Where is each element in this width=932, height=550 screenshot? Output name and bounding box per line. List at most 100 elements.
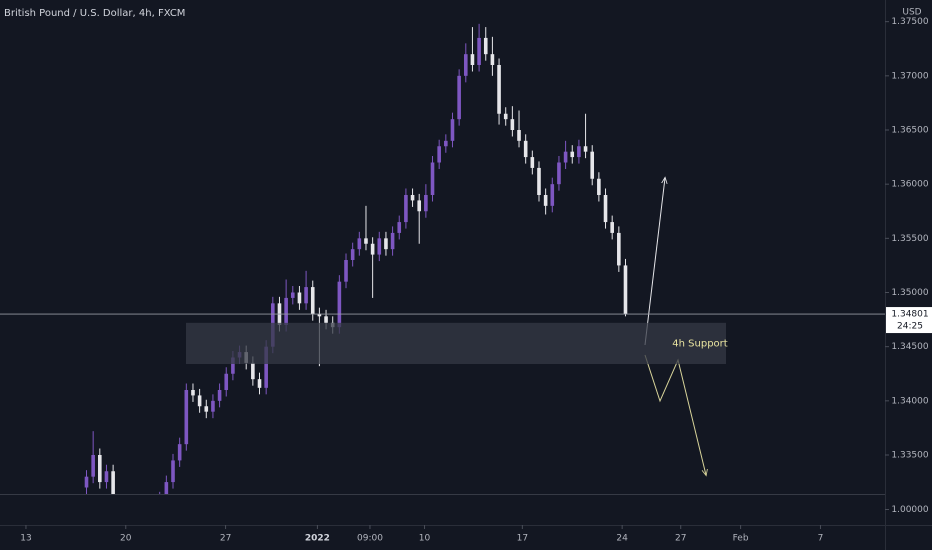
- candle-body: [577, 146, 581, 158]
- candle-body: [457, 75, 461, 120]
- x-tick-label: 27: [220, 534, 231, 544]
- candle-body: [550, 184, 555, 206]
- candle-body: [191, 390, 195, 396]
- candle-body: [470, 54, 475, 65]
- plot-area: [84, 23, 628, 494]
- candle-body: [523, 140, 528, 158]
- candle-body: [297, 292, 302, 304]
- candle-body: [111, 471, 115, 494]
- candle-body: [537, 167, 541, 195]
- x-tick-label: 09:00: [357, 534, 383, 544]
- candle-body: [570, 151, 575, 158]
- candle-body: [410, 195, 415, 201]
- candle-body: [377, 238, 382, 255]
- candle-body: [490, 54, 495, 65]
- candle-body: [430, 162, 435, 195]
- candle-body: [583, 146, 588, 152]
- candle-body: [251, 362, 255, 380]
- projection-arrow-up: [644, 178, 665, 346]
- candle-body: [450, 119, 455, 141]
- support-zone: [186, 322, 726, 364]
- candle-body: [603, 195, 608, 223]
- candle-body: [497, 65, 501, 114]
- candle-body: [623, 265, 628, 315]
- candle-body: [350, 249, 355, 260]
- candle-body: [590, 151, 595, 179]
- candle-body: [337, 281, 342, 328]
- candle-body: [177, 444, 182, 461]
- candle-body: [404, 195, 408, 223]
- x-tick-label: 20: [120, 534, 132, 544]
- candle-body: [424, 195, 428, 212]
- candle-body: [437, 146, 441, 163]
- candle-body: [444, 140, 448, 147]
- candle-body: [397, 222, 402, 233]
- x-tick-label: 7: [818, 534, 824, 544]
- candle-body: [517, 130, 521, 141]
- candle-body: [483, 37, 488, 55]
- candle-body: [543, 195, 548, 206]
- candle-body: [184, 390, 189, 445]
- chart-title: British Pound / U.S. Dollar, 4h, FXCM: [4, 8, 185, 19]
- candle-body: [503, 113, 508, 120]
- candle-body: [211, 400, 215, 412]
- candle-body: [530, 157, 535, 168]
- y-tick-label: 1.35000: [891, 288, 928, 298]
- countdown-label: 24:25: [897, 322, 923, 332]
- x-tick-label: 10: [419, 534, 431, 544]
- candle-body: [417, 200, 422, 212]
- candle-body: [477, 37, 481, 65]
- x-tick-label: 17: [517, 534, 528, 544]
- candle-body: [563, 151, 568, 163]
- x-tick-label: 24: [616, 534, 628, 544]
- candle-body: [290, 292, 295, 298]
- x-tick-label: Feb: [733, 534, 749, 544]
- candle-body: [304, 287, 308, 304]
- candle-body: [284, 297, 288, 325]
- candle-body: [344, 260, 348, 282]
- candle-body: [264, 346, 268, 388]
- projection-arrow-down: [644, 354, 706, 475]
- candle-body: [217, 390, 222, 401]
- last-price-label: 1.34801: [891, 310, 928, 320]
- y-axis-unit: USD: [902, 8, 921, 18]
- candle-body: [104, 471, 109, 483]
- y-tick-label: 1.34500: [891, 342, 928, 352]
- support-label: 4h Support: [672, 338, 727, 349]
- last-price-tag: [886, 307, 932, 334]
- candle-body: [617, 232, 621, 266]
- candle-body: [84, 476, 89, 488]
- candle-body: [390, 232, 395, 250]
- y-tick-label: 1.33500: [891, 451, 928, 461]
- x-tick-label: 13: [20, 534, 31, 544]
- candle-body: [463, 54, 468, 76]
- y-tick-label: 1.37500: [891, 17, 928, 27]
- y2-tick-label: 1.00000: [891, 505, 928, 515]
- candle-body: [384, 238, 388, 250]
- candle-body: [224, 373, 229, 390]
- x-tick-label: 2022: [305, 534, 330, 544]
- candle-body: [164, 482, 169, 494]
- y-tick-label: 1.34000: [891, 396, 928, 406]
- candle-body: [510, 119, 515, 130]
- candle-body: [370, 243, 375, 255]
- candle-body: [317, 314, 322, 317]
- y-tick-label: 1.35500: [891, 234, 928, 244]
- y-tick-label: 1.36500: [891, 126, 928, 136]
- x-tick-label: 27: [675, 534, 686, 544]
- candle-body: [364, 238, 368, 244]
- candle-body: [204, 406, 209, 412]
- candle-body: [310, 287, 315, 315]
- y-tick-label: 1.36000: [891, 180, 928, 190]
- candle-body: [597, 178, 601, 195]
- y-tick-label: 1.37000: [891, 71, 928, 81]
- candle-body: [91, 455, 95, 477]
- candle-body: [197, 395, 202, 407]
- candle-body: [557, 162, 561, 185]
- candle-body: [231, 357, 235, 374]
- candle-body: [324, 316, 328, 323]
- candle-body: [357, 238, 362, 250]
- candle-body: [257, 379, 262, 388]
